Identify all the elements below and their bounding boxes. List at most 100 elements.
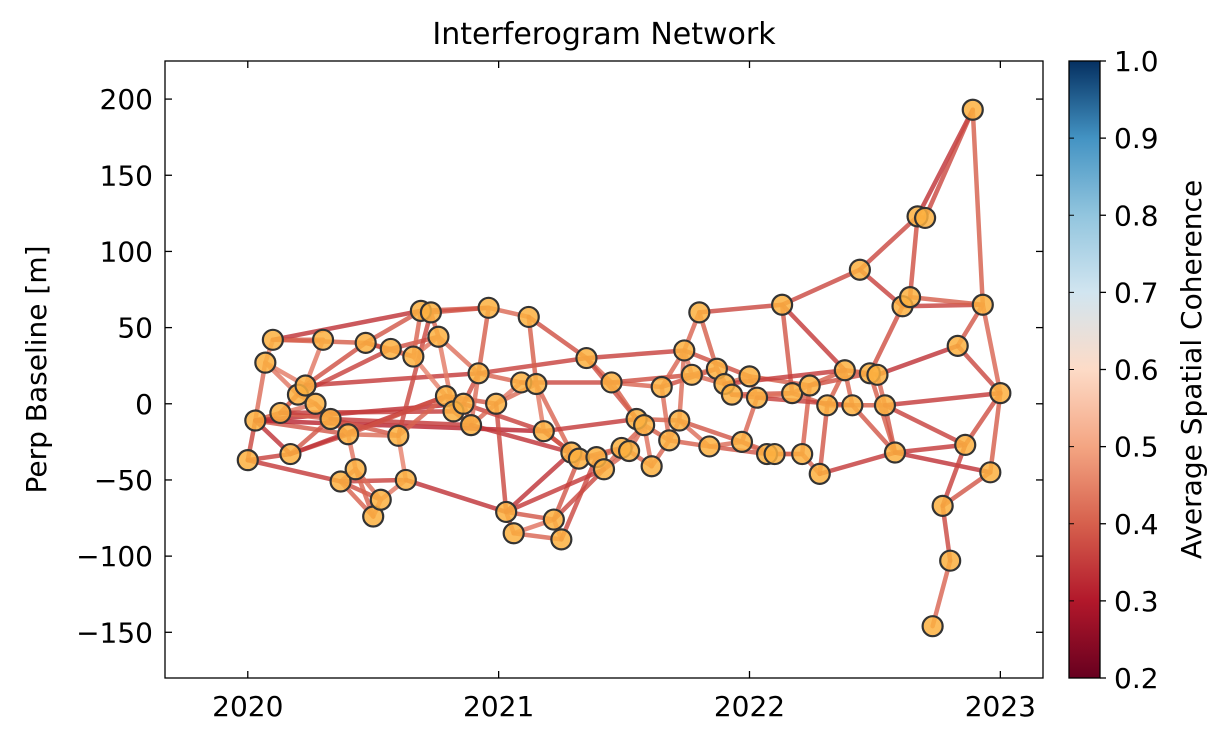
y-tick-label: 50 [117, 312, 153, 345]
network-edge [779, 267, 863, 308]
colorbar-tick-label: 0.9 [1114, 122, 1159, 155]
acquisition-node [254, 351, 277, 374]
acquisition-node [459, 414, 483, 437]
acquisition-node [698, 435, 721, 458]
network-edge [907, 214, 920, 300]
network-edge [677, 348, 687, 423]
acquisition-node [816, 394, 839, 417]
network-edge [970, 107, 986, 308]
network-edge [541, 416, 639, 434]
network-edge [817, 403, 830, 477]
colorbar-tick-label: 0.3 [1114, 585, 1159, 618]
network-edge [526, 314, 539, 387]
acquisition-node [304, 392, 327, 415]
acquisition-node [427, 325, 450, 348]
y-tick-label: 100 [100, 235, 153, 268]
acquisition-node [791, 442, 814, 466]
y-tick-label: 150 [100, 159, 153, 192]
acquisition-node [269, 401, 292, 425]
acquisition-node [244, 409, 267, 432]
acquisition-node [337, 423, 360, 446]
network-edge [817, 450, 898, 477]
acquisition-node [532, 420, 555, 443]
colorbar-tick-label: 0.8 [1114, 199, 1159, 232]
acquisition-node [688, 301, 711, 324]
acquisition-node [495, 500, 518, 524]
network-edge [867, 304, 905, 376]
y-tick-label: −50 [94, 464, 153, 497]
acquisition-node [971, 293, 994, 316]
acquisition-node [939, 549, 962, 572]
acquisition-node [329, 470, 352, 493]
x-axis: 2020 2021 2022 2023 [212, 61, 1036, 723]
acquisition-node [658, 429, 681, 452]
acquisition-node [640, 455, 663, 478]
network-edge [245, 457, 343, 484]
network-edge [922, 107, 976, 221]
acquisition-node [873, 394, 897, 417]
acquisition-node [387, 424, 410, 447]
acquisition-node [311, 328, 335, 351]
acquisition-node [294, 374, 317, 397]
acquisition-node [738, 365, 761, 388]
acquisition-node [989, 382, 1012, 405]
acquisition-node [673, 339, 696, 362]
network-edge [503, 450, 574, 515]
acquisition-node [745, 386, 769, 409]
network-edge [799, 383, 812, 457]
acquisition-node [419, 301, 443, 324]
colorbar-tick-label: 0.6 [1114, 354, 1159, 387]
network-edge [930, 558, 953, 629]
network-edge [892, 442, 968, 455]
network-edge [461, 401, 547, 434]
acquisition-node [319, 407, 342, 431]
acquisition-node [369, 488, 392, 511]
plot-frame [164, 60, 1044, 679]
network-edge [980, 302, 1003, 396]
colorbar-tick-label: 0.2 [1114, 662, 1159, 695]
acquisition-node [575, 346, 598, 370]
acquisition-node [592, 458, 616, 481]
acquisition-node [921, 615, 944, 638]
acquisition-node [898, 286, 922, 309]
y-axis-label: Perp Baseline [m] [20, 245, 53, 493]
chart-title: Interferogram Network [432, 17, 776, 52]
acquisition-node [833, 359, 856, 382]
colorbar: 0.2 0.3 0.4 0.5 0.6 0.7 0.8 0.9 1.0 [1068, 45, 1159, 695]
x-tick-label: 2021 [463, 690, 534, 723]
acquisition-node [402, 345, 425, 368]
nodes-layer [236, 98, 1012, 638]
acquisition-node [668, 409, 691, 432]
acquisition-node [477, 296, 500, 319]
acquisition-node [961, 98, 984, 121]
acquisition-node [502, 522, 525, 545]
colorbar-tick-label: 0.7 [1114, 276, 1159, 309]
x-tick-label: 2023 [965, 690, 1036, 723]
acquisition-node [525, 372, 548, 396]
acquisition-node [866, 363, 889, 386]
network-edge [892, 450, 993, 475]
acquisition-node [913, 206, 937, 230]
network-edge [907, 294, 986, 308]
y-tick-label: −150 [76, 616, 153, 649]
acquisition-node [730, 430, 754, 453]
x-tick-label: 2022 [714, 690, 785, 723]
acquisition-node [485, 392, 508, 415]
acquisition-node [848, 258, 871, 281]
network-edge [493, 401, 509, 515]
acquisition-node [798, 374, 821, 397]
acquisition-node [452, 392, 475, 415]
acquisition-node [680, 363, 703, 386]
network-edge [882, 403, 968, 448]
network-edge [303, 340, 368, 388]
y-tick-label: 200 [100, 83, 153, 116]
acquisition-node [808, 462, 831, 485]
acquisition-node [720, 383, 744, 406]
acquisition-node [236, 449, 259, 472]
network-edge [468, 422, 574, 455]
y-tick-label: −100 [76, 540, 153, 573]
acquisition-node [517, 305, 540, 329]
colorbar-ramp [1069, 61, 1100, 678]
network-edge [779, 302, 848, 373]
